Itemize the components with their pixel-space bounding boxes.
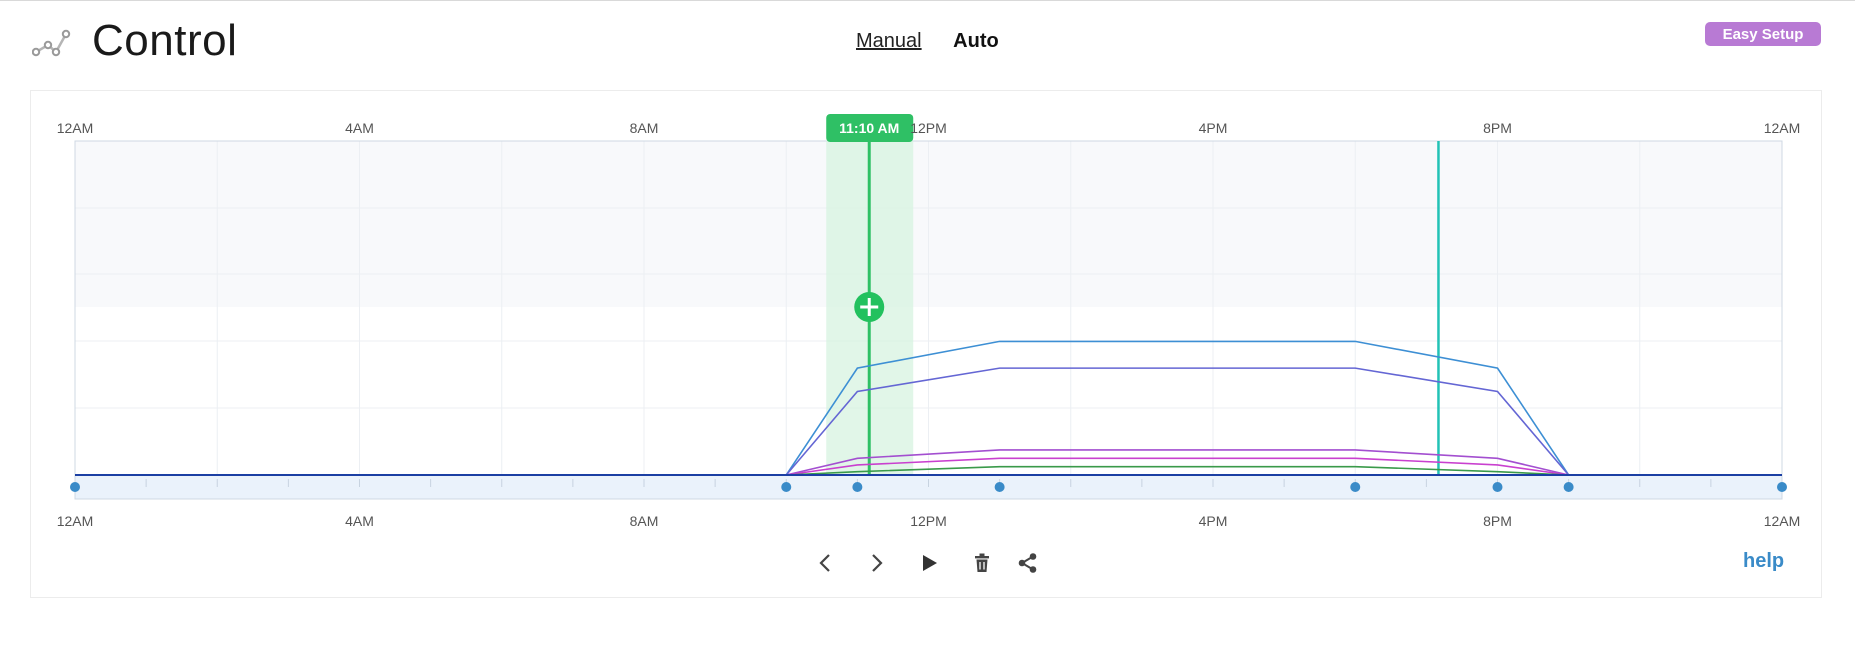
easy-setup-button[interactable]: Easy Setup [1705,22,1821,46]
control-point[interactable] [781,482,792,492]
top-time-axis: 12AM 4AM 8AM 12PM 4PM 8PM 12AM [57,120,1801,136]
line-chart-icon [32,29,71,57]
play-icon [923,555,937,571]
share-icon [1018,553,1037,573]
top-tick-label: 8AM [630,120,659,136]
top-tick-label: 4PM [1199,120,1228,136]
bottom-tick-label: 4AM [345,513,374,529]
current-time-badge: 11:10 AM [826,114,914,142]
control-point[interactable] [1350,482,1361,492]
control-point[interactable] [994,482,1005,492]
grid-lines [75,141,1782,475]
schedule-chart[interactable]: 11:10 AM 12AM 4AM 8AM 12PM 4PM 8PM 12AM 12AM 4A… [0,0,1855,540]
delete-button[interactable] [967,548,997,578]
bottom-tick-label: 8AM [630,513,659,529]
bottom-tick-label: 4PM [1199,513,1228,529]
tab-manual[interactable]: Manual [856,30,922,52]
series-line-1 [75,340,1782,476]
top-tick-label: 4AM [345,120,374,136]
chevron-left-icon [819,554,830,572]
bottom-tick-label: 12AM [57,513,94,529]
bottom-tick-label: 8PM [1483,513,1512,529]
top-tick-label: 12AM [57,120,94,136]
series-line-3 [75,449,1782,476]
series-line-2 [75,367,1782,476]
bottom-tick-label: 12AM [1764,513,1801,529]
tab-auto[interactable]: Auto [953,30,999,52]
page-title: Control [92,16,238,65]
top-tick-label: 12AM [1764,120,1801,136]
series-line-4 [75,457,1782,476]
control-point[interactable] [70,482,80,492]
bottom-time-axis: 12AM 4AM 8AM 12PM 4PM 8PM 12AM [57,513,1801,529]
top-tick-label: 12PM [910,120,947,136]
current-time-label: 11:10 AM [839,120,899,136]
chevron-right-icon [872,554,883,572]
control-points[interactable] [70,482,1787,492]
bottom-tick-label: 12PM [910,513,947,529]
next-button[interactable] [862,548,892,578]
control-point[interactable] [1777,482,1787,492]
control-point[interactable] [1492,482,1503,492]
trash-icon [975,553,989,572]
control-point[interactable] [1563,482,1574,492]
previous-button[interactable] [810,548,840,578]
mode-tabs: Manual Auto [856,30,1025,53]
control-point[interactable] [852,482,863,492]
top-divider [0,0,1855,1]
help-link[interactable]: help [1743,550,1785,572]
add-point-button[interactable] [854,292,885,322]
playback-controls [0,548,1855,578]
top-tick-label: 8PM [1483,120,1512,136]
share-button[interactable] [1013,548,1043,578]
plot-border [74,140,1783,500]
series-lines [75,340,1782,476]
play-button[interactable] [914,548,944,578]
